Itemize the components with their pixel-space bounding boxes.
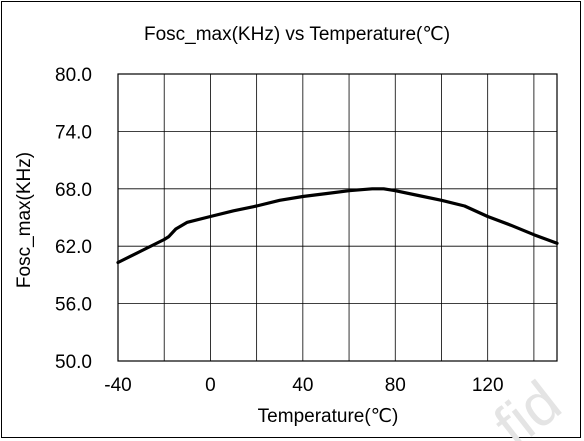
x-tick-label: -40 bbox=[104, 375, 131, 396]
plot-area-border bbox=[117, 73, 558, 362]
chart-title: Fosc_max(KHz) vs Temperature(℃) bbox=[144, 24, 450, 45]
y-tick-label: 56.0 bbox=[55, 295, 92, 316]
series-line bbox=[116, 187, 559, 265]
x-tick-label: 40 bbox=[292, 375, 313, 396]
x-tick-label: 80 bbox=[385, 375, 406, 396]
x-tick-labels: -40 0 40 80 120 bbox=[104, 375, 503, 396]
y-tick-label: 68.0 bbox=[55, 180, 92, 201]
x-axis-label: Temperature(℃) bbox=[258, 406, 399, 427]
y-tick-label: 50.0 bbox=[55, 352, 92, 373]
y-axis-label: Fosc_max(KHz) bbox=[14, 152, 35, 288]
x-tick-label: 120 bbox=[472, 375, 504, 396]
y-tick-label: 74.0 bbox=[55, 122, 92, 143]
y-tick-labels: 50.0 56.0 62.0 68.0 74.0 80.0 bbox=[55, 65, 92, 373]
y-tick-label: 80.0 bbox=[55, 65, 92, 86]
y-tick-label: 62.0 bbox=[55, 237, 92, 258]
x-tick-label: 0 bbox=[205, 375, 216, 396]
